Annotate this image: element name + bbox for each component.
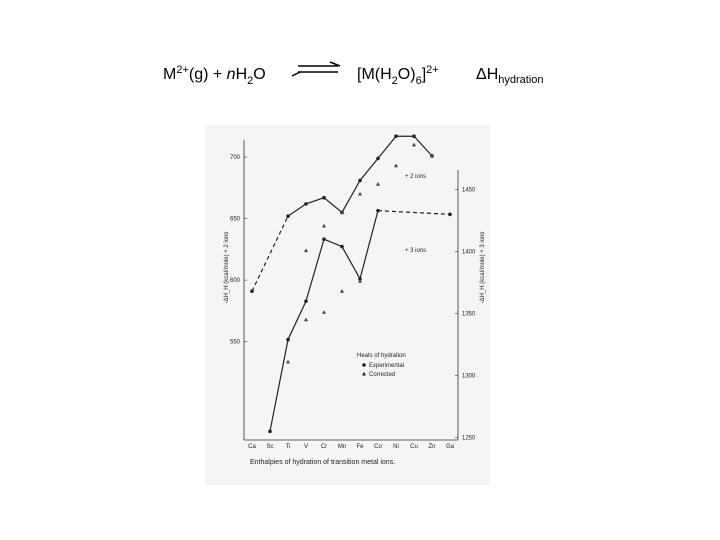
dot-marker xyxy=(362,363,366,367)
x-tick-label: Ti xyxy=(286,444,291,450)
triangle-marker xyxy=(394,163,398,168)
x-tick-label: Cr xyxy=(321,444,327,450)
dot-marker xyxy=(268,429,272,434)
y2-axis-title: -ΔH_H (kcal/mole) + 3 ions xyxy=(480,232,486,304)
y-axis-title: -ΔH_H (kcal/mole) + 2 ions xyxy=(224,232,230,304)
dot-marker xyxy=(304,299,308,303)
triangle-marker xyxy=(322,223,326,228)
triangle-marker xyxy=(358,279,362,283)
x-tick-label: Sc xyxy=(266,444,273,450)
dot-marker xyxy=(358,178,362,183)
triangle-marker xyxy=(340,210,344,214)
dot-marker xyxy=(286,214,290,218)
dot-marker xyxy=(358,277,362,281)
x-tick-label: Ni xyxy=(393,444,399,450)
eq-part: ΔH xyxy=(476,66,498,83)
x-tick-label: Mn xyxy=(338,444,346,450)
eq-part: [M(H xyxy=(357,66,392,83)
dot-marker xyxy=(250,289,254,293)
product: [M(H2O)6]2+ xyxy=(357,64,439,87)
y-tick-label: 650 xyxy=(230,217,241,223)
triangle-marker xyxy=(412,142,416,147)
eq-part: (g) + xyxy=(189,66,227,83)
triangle-marker xyxy=(340,289,344,293)
eq-part: M xyxy=(163,66,176,83)
enthalpy: ΔHhydration xyxy=(476,66,544,86)
eq-part: n xyxy=(227,66,236,83)
y2-tick-label: 1400 xyxy=(462,250,476,256)
eq-part: 2 xyxy=(247,75,253,87)
x-tick-label: Co xyxy=(374,444,382,450)
y2-tick-label: 1250 xyxy=(462,436,476,442)
dot-marker xyxy=(394,134,398,139)
y-tick-label: 700 xyxy=(230,155,241,161)
triangle-marker xyxy=(304,248,308,253)
x-tick-label: Cu xyxy=(410,444,418,450)
series-label: + 3 ions xyxy=(405,248,426,254)
triangle-marker xyxy=(430,153,434,158)
legend-label: Corrected xyxy=(369,372,395,378)
dot-marker xyxy=(286,337,290,342)
eq-part: ] xyxy=(422,66,426,83)
series-label: + 2 ions xyxy=(405,174,426,180)
dot-marker xyxy=(376,208,380,213)
triangle-marker xyxy=(362,371,366,376)
eq-part: O xyxy=(253,66,265,83)
dot-marker xyxy=(448,212,452,217)
x-tick-label: Ga xyxy=(446,444,455,450)
dot-marker xyxy=(340,244,344,249)
eq-part: 2+ xyxy=(176,64,189,76)
chart: 550 600 650 700 1250 1300 1350 1400 1450 Ca Sc Ti V C… xyxy=(224,134,486,466)
dot-marker xyxy=(412,134,416,139)
eq-part: 2 xyxy=(392,75,398,87)
dot-marker xyxy=(376,156,380,161)
dot-marker xyxy=(322,195,326,200)
arrow xyxy=(291,61,341,77)
eq-part: 2+ xyxy=(426,64,439,76)
y2-tick-label: 1450 xyxy=(462,188,476,194)
legend-title: Heats of hydration xyxy=(357,353,406,359)
eq-part: H xyxy=(236,66,248,83)
x-tick-label: V xyxy=(304,444,308,450)
triangle-marker xyxy=(286,359,290,364)
y2-tick-label: 1350 xyxy=(462,312,476,318)
x-tick-label: Fe xyxy=(356,444,364,450)
eq-part: hydration xyxy=(498,74,543,86)
dot-marker xyxy=(304,202,308,206)
y2-tick-label: 1300 xyxy=(462,374,476,380)
y-tick-label: 550 xyxy=(230,340,241,346)
x-axis-title: Enthalpies of hydration of transition me… xyxy=(250,459,395,466)
x-tick-label: Zn xyxy=(428,444,435,450)
reactant: M2+(g) + nH2O xyxy=(163,64,266,87)
figure-background xyxy=(205,125,490,485)
x-tick-label: Ca xyxy=(248,444,256,450)
triangle-marker xyxy=(322,310,326,314)
eq-part: 6 xyxy=(416,75,422,87)
dot-marker xyxy=(322,237,326,241)
triangle-marker xyxy=(304,317,308,322)
triangle-marker xyxy=(376,181,380,186)
legend-label: Experimental xyxy=(369,363,404,369)
y-tick-label: 600 xyxy=(230,278,241,284)
triangle-marker xyxy=(358,191,362,196)
gap-bridge xyxy=(377,210,451,215)
eq-part: O) xyxy=(398,66,416,83)
